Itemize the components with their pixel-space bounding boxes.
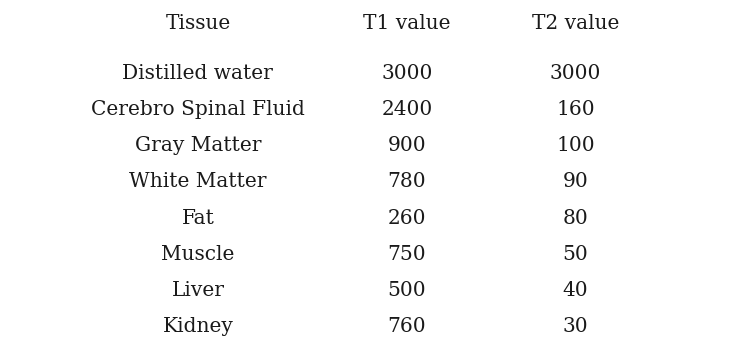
Text: 260: 260 (388, 208, 426, 228)
Text: 100: 100 (556, 136, 594, 155)
Text: 30: 30 (563, 317, 588, 336)
Text: T2 value: T2 value (531, 14, 619, 33)
Text: 3000: 3000 (381, 64, 432, 83)
Text: White Matter: White Matter (129, 172, 267, 192)
Text: 50: 50 (562, 245, 589, 264)
Text: 90: 90 (562, 172, 589, 192)
Text: 900: 900 (388, 136, 426, 155)
Text: 3000: 3000 (550, 64, 601, 83)
Text: 750: 750 (388, 245, 426, 264)
Text: 500: 500 (388, 281, 426, 300)
Text: 40: 40 (563, 281, 588, 300)
Text: Liver: Liver (172, 281, 224, 300)
Text: Distilled water: Distilled water (122, 64, 273, 83)
Text: Cerebro Spinal Fluid: Cerebro Spinal Fluid (91, 100, 305, 119)
Text: Tissue: Tissue (165, 14, 231, 33)
Text: Fat: Fat (182, 208, 214, 228)
Text: 160: 160 (556, 100, 594, 119)
Text: T1 value: T1 value (363, 14, 451, 33)
Text: 2400: 2400 (381, 100, 432, 119)
Text: 80: 80 (562, 208, 589, 228)
Text: Muscle: Muscle (161, 245, 235, 264)
Text: 780: 780 (388, 172, 426, 192)
Text: Gray Matter: Gray Matter (135, 136, 261, 155)
Text: Kidney: Kidney (163, 317, 233, 336)
Text: 760: 760 (388, 317, 426, 336)
